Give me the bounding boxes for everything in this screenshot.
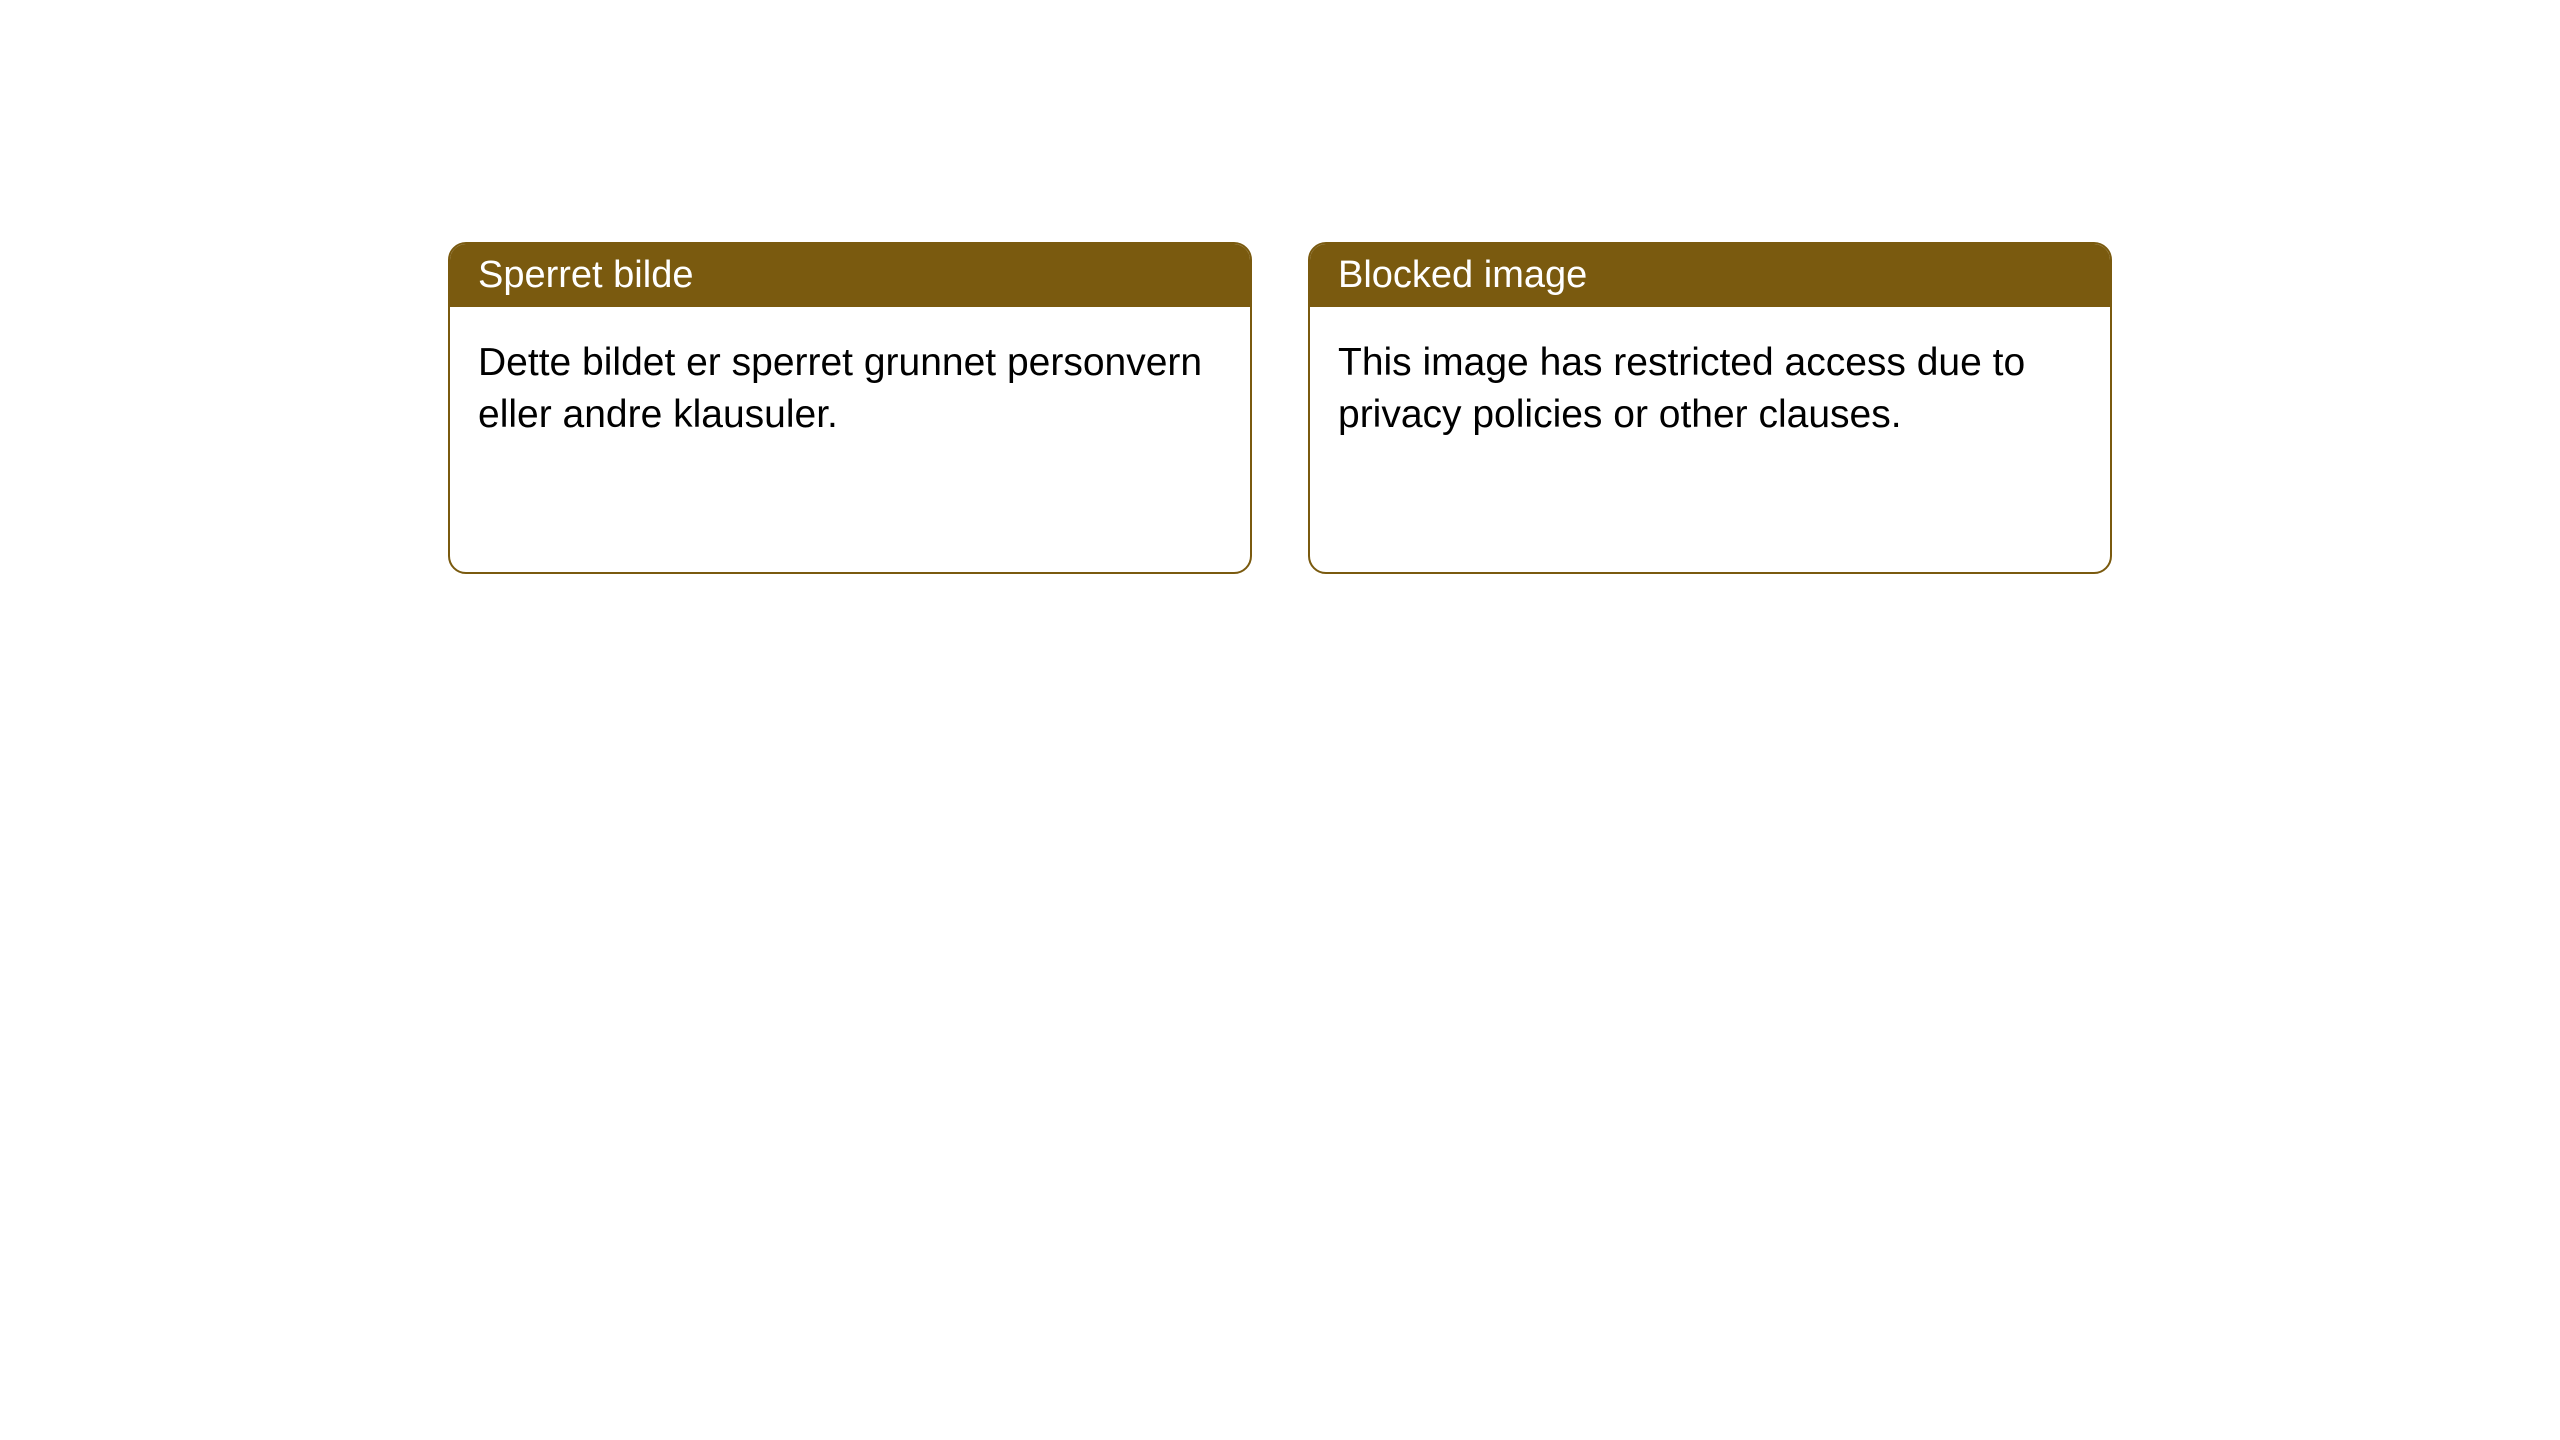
card-header: Blocked image [1310, 244, 2110, 307]
notice-card-norwegian: Sperret bilde Dette bildet er sperret gr… [448, 242, 1252, 574]
card-message: Dette bildet er sperret grunnet personve… [478, 341, 1202, 436]
card-body: Dette bildet er sperret grunnet personve… [450, 307, 1250, 472]
card-title: Sperret bilde [478, 254, 693, 296]
card-header: Sperret bilde [450, 244, 1250, 307]
card-body: This image has restricted access due to … [1310, 307, 2110, 472]
notice-cards-container: Sperret bilde Dette bildet er sperret gr… [448, 242, 2112, 574]
card-title: Blocked image [1338, 254, 1587, 296]
notice-card-english: Blocked image This image has restricted … [1308, 242, 2112, 574]
card-message: This image has restricted access due to … [1338, 341, 2025, 436]
